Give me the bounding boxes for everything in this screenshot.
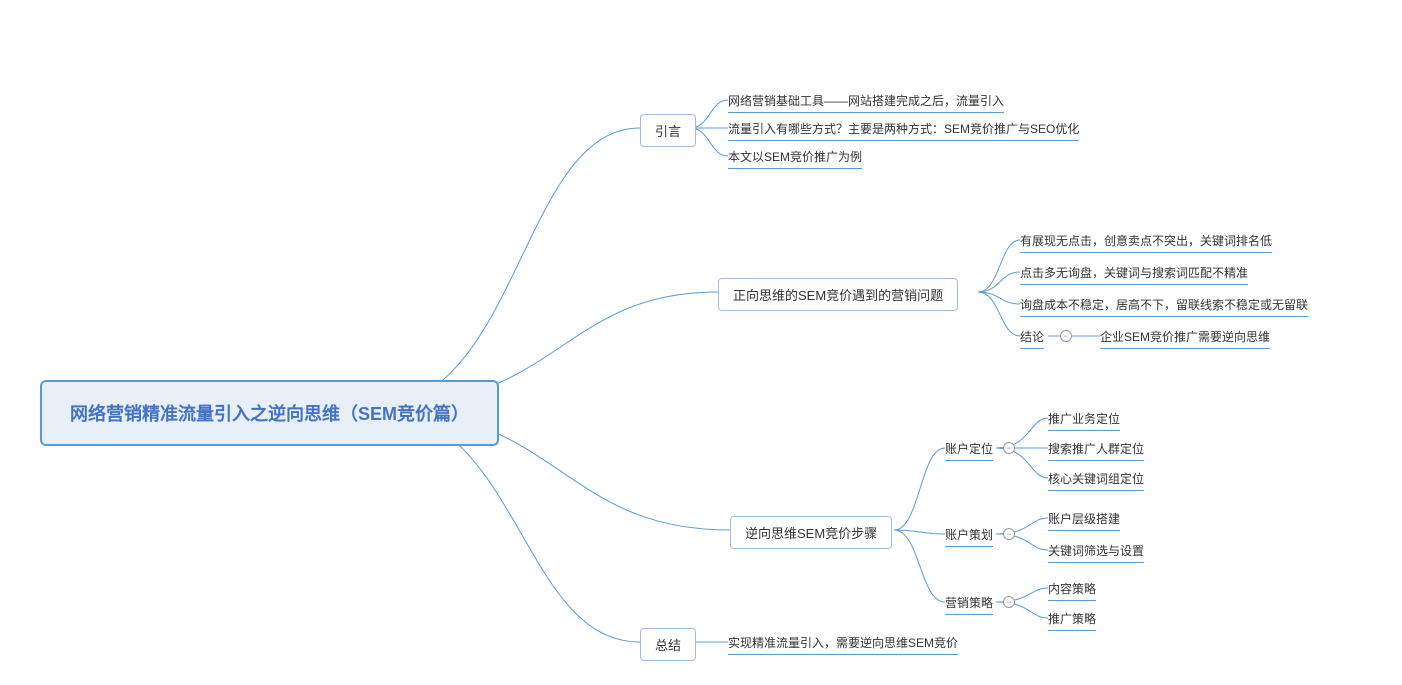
leaf-plan-0[interactable]: 账户层级搭建 xyxy=(1048,508,1120,531)
collapse-icon[interactable]: − xyxy=(1003,442,1015,454)
subgroup-plan[interactable]: 账户策划 xyxy=(945,524,993,547)
collapse-icon[interactable]: − xyxy=(1060,330,1072,342)
branch-steps[interactable]: 逆向思维SEM竞价步骤 xyxy=(730,516,892,549)
subgroup-plan-label: 账户策划 xyxy=(945,528,993,542)
root-label: 网络营销精准流量引入之逆向思维（SEM竞价篇） xyxy=(70,404,469,424)
leaf-problems-1[interactable]: 点击多无询盘，关键词与搜索词匹配不精准 xyxy=(1020,262,1248,285)
collapse-icon[interactable]: − xyxy=(1003,596,1015,608)
leaf-position-0[interactable]: 推广业务定位 xyxy=(1048,408,1120,431)
leaf-problems-conclusion[interactable]: 结论 xyxy=(1020,326,1044,349)
branch-intro-label: 引言 xyxy=(655,124,681,139)
leaf-summary-0[interactable]: 实现精准流量引入，需要逆向思维SEM竞价 xyxy=(728,632,958,655)
leaf-intro-2[interactable]: 本文以SEM竞价推广为例 xyxy=(728,146,862,169)
root-node[interactable]: 网络营销精准流量引入之逆向思维（SEM竞价篇） xyxy=(40,380,499,446)
subgroup-strategy[interactable]: 营销策略 xyxy=(945,592,993,615)
conclusion-label: 结论 xyxy=(1020,330,1044,344)
leaf-position-1[interactable]: 搜索推广人群定位 xyxy=(1048,438,1144,461)
branch-intro[interactable]: 引言 xyxy=(640,114,696,147)
branch-summary-label: 总结 xyxy=(655,638,681,653)
leaf-strategy-0[interactable]: 内容策略 xyxy=(1048,578,1096,601)
leaf-problems-0[interactable]: 有展现无点击，创意卖点不突出，关键词排名低 xyxy=(1020,230,1272,253)
subgroup-strategy-label: 营销策略 xyxy=(945,596,993,610)
branch-steps-label: 逆向思维SEM竞价步骤 xyxy=(745,526,877,541)
collapse-icon[interactable]: − xyxy=(1003,528,1015,540)
subgroup-position-label: 账户定位 xyxy=(945,442,993,456)
branch-problems-label: 正向思维的SEM竞价遇到的营销问题 xyxy=(733,288,943,303)
leaf-intro-1[interactable]: 流量引入有哪些方式？主要是两种方式：SEM竞价推广与SEO优化 xyxy=(728,118,1079,141)
leaf-conclusion-text[interactable]: 企业SEM竞价推广需要逆向思维 xyxy=(1100,326,1270,349)
leaf-strategy-1[interactable]: 推广策略 xyxy=(1048,608,1096,631)
subgroup-position[interactable]: 账户定位 xyxy=(945,438,993,461)
leaf-position-2[interactable]: 核心关键词组定位 xyxy=(1048,468,1144,491)
leaf-intro-0[interactable]: 网络营销基础工具——网站搭建完成之后，流量引入 xyxy=(728,90,1004,113)
leaf-problems-2[interactable]: 询盘成本不稳定，居高不下，留联线索不稳定或无留联 xyxy=(1020,294,1308,317)
leaf-plan-1[interactable]: 关键词筛选与设置 xyxy=(1048,540,1144,563)
branch-problems[interactable]: 正向思维的SEM竞价遇到的营销问题 xyxy=(718,278,958,311)
branch-summary[interactable]: 总结 xyxy=(640,628,696,661)
